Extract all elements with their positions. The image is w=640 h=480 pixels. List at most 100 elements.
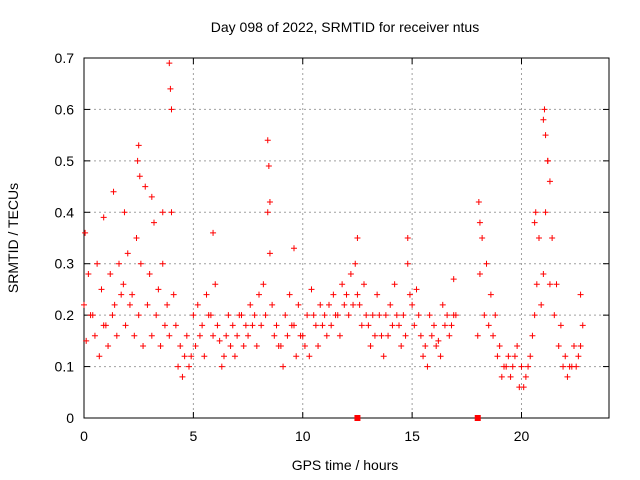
data-point	[159, 209, 166, 216]
data-point	[266, 199, 273, 205]
data-point	[282, 312, 289, 319]
data-point	[151, 219, 157, 226]
data-point	[251, 312, 258, 319]
data-point	[553, 281, 560, 288]
data-point	[533, 281, 540, 288]
data-point	[167, 85, 174, 92]
data-point	[245, 332, 252, 339]
data-point	[110, 188, 117, 195]
data-point	[210, 229, 217, 236]
data-point	[518, 363, 525, 370]
data-point	[420, 353, 427, 360]
data-point	[551, 312, 558, 319]
data-point	[218, 363, 225, 370]
data-point	[161, 322, 168, 329]
data-point	[433, 343, 440, 349]
data-point	[317, 301, 324, 308]
data-point	[332, 312, 339, 319]
data-point	[336, 332, 343, 339]
data-point	[133, 235, 140, 241]
data-point	[175, 363, 182, 370]
data-point	[402, 332, 409, 339]
y-tick-labels: 0 0.1 0.2 0.3 0.4 0.5 0.6 0.7	[55, 50, 75, 426]
data-point	[256, 291, 262, 298]
data-point	[389, 322, 396, 329]
data-point	[148, 332, 155, 339]
data-point	[564, 373, 571, 380]
data-point	[542, 132, 549, 139]
data-point	[201, 353, 208, 360]
data-point	[225, 312, 232, 319]
data-point	[159, 260, 166, 267]
data-point	[378, 332, 385, 339]
data-point	[223, 332, 230, 339]
data-point	[549, 235, 556, 241]
data-point	[577, 343, 584, 349]
data-point	[135, 312, 142, 319]
data-point	[571, 343, 577, 349]
plot-frame	[83, 57, 610, 419]
data-point	[205, 312, 212, 319]
data-point	[293, 353, 300, 360]
data-point	[148, 193, 155, 200]
data-point	[509, 363, 516, 370]
data-point	[328, 322, 335, 329]
data-point	[404, 260, 411, 267]
data-point	[109, 312, 116, 319]
data-point	[229, 322, 236, 329]
data-point	[490, 332, 497, 339]
data-point	[536, 235, 542, 241]
data-point	[475, 199, 482, 205]
y-tick-label: 0.4	[55, 204, 75, 220]
data-point	[265, 163, 272, 169]
data-point	[544, 157, 551, 164]
data-point	[541, 106, 548, 113]
data-point	[341, 301, 348, 308]
data-point	[363, 312, 370, 319]
data-point	[542, 209, 549, 216]
data-point	[369, 312, 376, 319]
data-point	[424, 363, 431, 370]
data-point	[339, 281, 346, 288]
data-point	[481, 312, 488, 319]
data-point	[474, 332, 481, 339]
data-point	[446, 332, 453, 339]
data-point	[393, 312, 400, 319]
data-point	[210, 332, 217, 339]
data-point	[291, 245, 297, 252]
data-point	[194, 301, 201, 308]
data-point	[577, 291, 584, 298]
data-point	[216, 337, 223, 344]
data-point	[131, 332, 138, 339]
axes-layer	[83, 57, 610, 419]
data-point	[240, 343, 247, 349]
data-point	[374, 291, 381, 298]
data-point	[531, 312, 538, 319]
data-point	[164, 301, 171, 308]
data-point	[170, 291, 177, 298]
data-point	[310, 312, 317, 319]
data-point	[406, 291, 413, 298]
data-point	[136, 173, 143, 180]
data-point	[153, 312, 160, 319]
data-point	[105, 343, 112, 349]
data-point	[562, 353, 569, 360]
data-point	[135, 142, 142, 149]
data-point	[85, 271, 92, 277]
data-point	[286, 291, 293, 298]
data-point	[496, 343, 503, 349]
data-point	[120, 281, 127, 288]
data-point	[188, 353, 195, 360]
data-point	[144, 301, 151, 308]
data-point	[352, 260, 359, 267]
data-point	[181, 353, 188, 360]
data-point	[529, 332, 536, 339]
data-point	[124, 250, 131, 257]
data-point	[111, 301, 118, 308]
data-point	[441, 322, 448, 329]
data-point	[234, 332, 241, 339]
data-point	[273, 322, 280, 329]
data-point	[121, 209, 128, 216]
data-point	[400, 312, 407, 319]
